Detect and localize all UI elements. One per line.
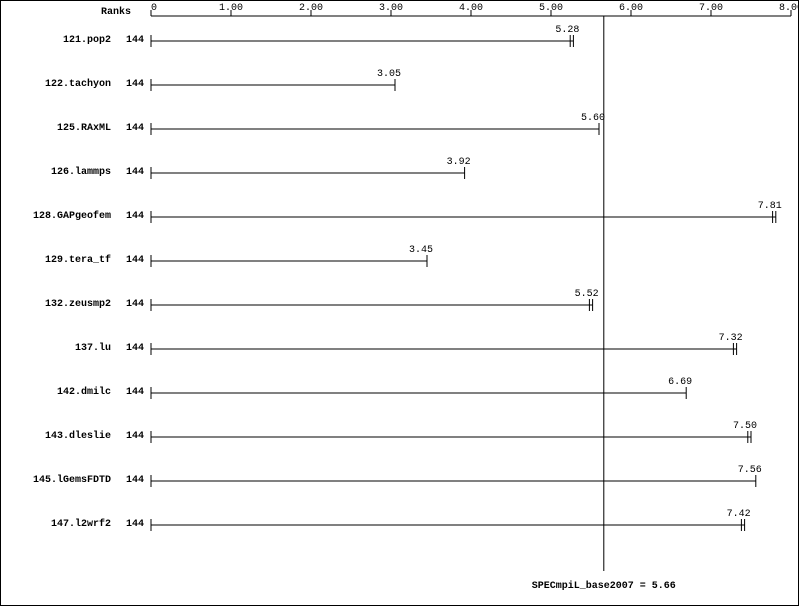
benchmark-name: 122.tachyon (1, 79, 111, 90)
ranks-header: Ranks (101, 7, 131, 18)
benchmark-value: 5.60 (569, 113, 605, 124)
benchmark-ranks: 144 (116, 79, 144, 90)
benchmark-ranks: 144 (116, 475, 144, 486)
axis-tick-label: 8.00 (776, 3, 799, 14)
benchmark-name: 121.pop2 (1, 35, 111, 46)
benchmark-ranks: 144 (116, 211, 144, 222)
benchmark-ranks: 144 (116, 519, 144, 530)
benchmark-value: 6.69 (656, 377, 692, 388)
benchmark-value: 7.81 (746, 201, 782, 212)
axis-tick-label: 6.00 (616, 3, 646, 14)
benchmark-name: 126.lammps (1, 167, 111, 178)
benchmark-value: 5.52 (563, 289, 599, 300)
benchmark-value: 7.42 (715, 509, 751, 520)
benchmark-value: 3.05 (365, 69, 401, 80)
axis-tick-label: 0 (151, 3, 157, 14)
benchmark-value: 5.28 (543, 25, 579, 36)
benchmark-ranks: 144 (116, 35, 144, 46)
benchmark-name: 142.dmilc (1, 387, 111, 398)
benchmark-name: 129.tera_tf (1, 255, 111, 266)
chart-container: 0 1.00 2.00 3.00 4.00 5.00 6.00 7.00 8.00 Ranks 12… (0, 0, 799, 606)
benchmark-name: 125.RAxML (1, 123, 111, 134)
benchmark-name: 132.zeusmp2 (1, 299, 111, 310)
axis-tick-label: 1.00 (216, 3, 246, 14)
axis-tick-label: 3.00 (376, 3, 406, 14)
axis-tick-label: 5.00 (536, 3, 566, 14)
axis-tick-label: 7.00 (696, 3, 726, 14)
benchmark-name: 137.lu (1, 343, 111, 354)
footer-label: SPECmpiL_base2007 = 5.66 (514, 581, 694, 592)
benchmark-ranks: 144 (116, 431, 144, 442)
benchmark-name: 145.lGemsFDTD (1, 475, 111, 486)
benchmark-ranks: 144 (116, 123, 144, 134)
benchmark-value: 3.45 (397, 245, 433, 256)
benchmark-ranks: 144 (116, 255, 144, 266)
benchmark-ranks: 144 (116, 167, 144, 178)
benchmark-ranks: 144 (116, 299, 144, 310)
benchmark-name: 128.GAPgeofem (1, 211, 111, 222)
benchmark-value: 7.56 (726, 465, 762, 476)
benchmark-value: 3.92 (435, 157, 471, 168)
benchmark-value: 7.32 (707, 333, 743, 344)
benchmark-value: 7.50 (721, 421, 757, 432)
benchmark-ranks: 144 (116, 387, 144, 398)
benchmark-name: 147.l2wrf2 (1, 519, 111, 530)
axis-tick-label: 2.00 (296, 3, 326, 14)
axis-tick-label: 4.00 (456, 3, 486, 14)
benchmark-ranks: 144 (116, 343, 144, 354)
benchmark-name: 143.dleslie (1, 431, 111, 442)
